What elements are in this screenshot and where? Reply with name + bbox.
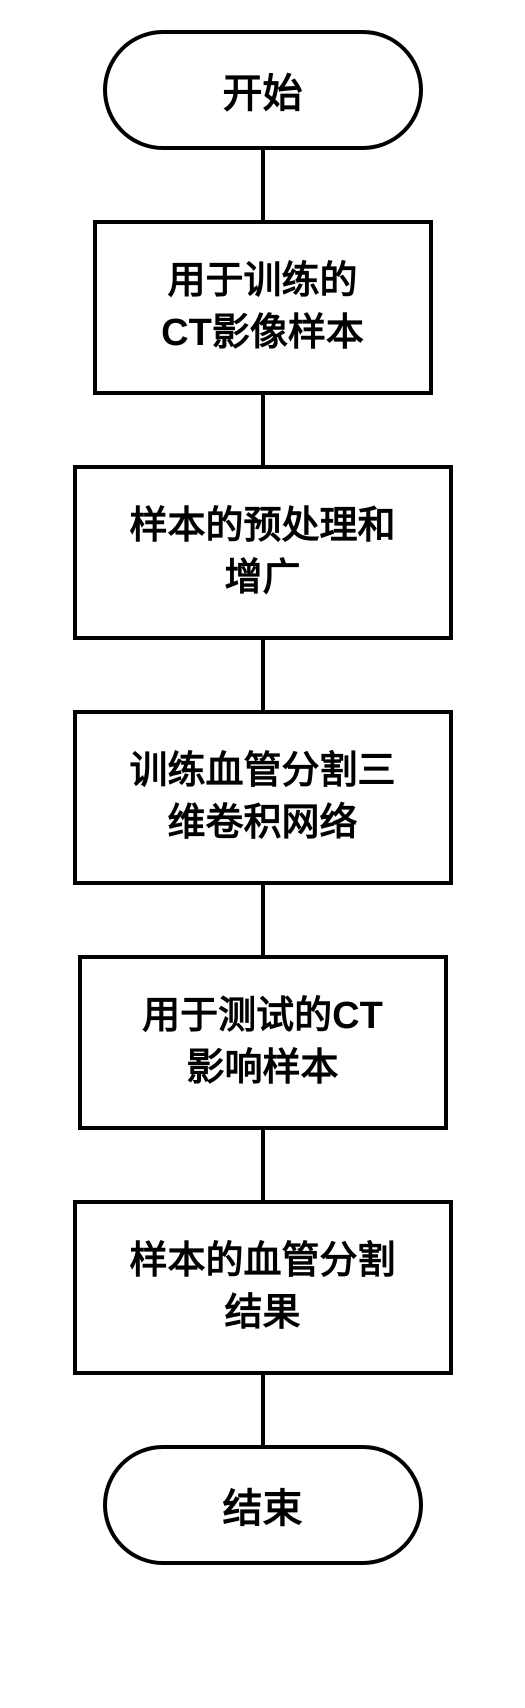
process-result-label: 样本的血管分割结果 xyxy=(129,1236,395,1339)
process-train-network-label: 训练血管分割三维卷积网络 xyxy=(129,746,395,849)
start-label: 开始 xyxy=(223,61,303,119)
process-train-samples-label: 用于训练的CT影像样本 xyxy=(161,256,364,359)
edge-3 xyxy=(261,885,265,955)
process-test-samples-label: 用于测试的CT影响样本 xyxy=(142,991,383,1094)
process-test-samples: 用于测试的CT影响样本 xyxy=(78,955,448,1130)
process-preprocess-label: 样本的预处理和增广 xyxy=(129,501,395,604)
edge-1 xyxy=(261,395,265,465)
edge-2 xyxy=(261,640,265,710)
edge-5 xyxy=(261,1375,265,1445)
process-train-network: 训练血管分割三维卷积网络 xyxy=(73,710,453,885)
process-train-samples: 用于训练的CT影像样本 xyxy=(93,220,433,395)
edge-4 xyxy=(261,1130,265,1200)
start-terminator: 开始 xyxy=(103,30,423,150)
end-terminator: 结束 xyxy=(103,1445,423,1565)
process-preprocess: 样本的预处理和增广 xyxy=(73,465,453,640)
process-result: 样本的血管分割结果 xyxy=(73,1200,453,1375)
end-label: 结束 xyxy=(223,1476,303,1534)
edge-0 xyxy=(261,150,265,220)
flowchart-container: 开始 用于训练的CT影像样本 样本的预处理和增广 训练血管分割三维卷积网络 用于… xyxy=(73,30,453,1565)
